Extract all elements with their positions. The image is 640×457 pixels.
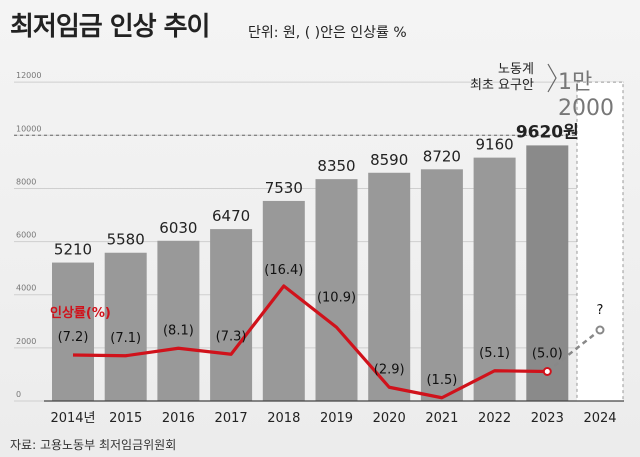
x-tick-label: 2024 xyxy=(583,411,616,426)
source-note: 자료: 고용노동부 최저임금위원회 xyxy=(10,438,177,452)
rate-label: (8.1) xyxy=(163,323,194,338)
rate-line xyxy=(72,284,548,400)
bar-value-label: 5580 xyxy=(107,231,145,249)
bar-value-label: 7530 xyxy=(265,179,303,197)
bar-value-label: 8720 xyxy=(423,147,461,165)
bar xyxy=(104,252,147,401)
bar-value-label: 6470 xyxy=(212,207,250,225)
bar-value-label: 9620원 xyxy=(516,122,579,142)
legend-rate: 인상률(%) xyxy=(50,306,111,321)
x-tick-label: 2021 xyxy=(425,411,458,426)
bar xyxy=(315,179,358,401)
x-tick-label: 2020 xyxy=(373,411,406,426)
bar xyxy=(157,240,200,401)
bar-value-label: 6030 xyxy=(159,219,197,237)
x-tick-label: 2022 xyxy=(478,411,511,426)
bar-value-label: 8590 xyxy=(370,151,408,169)
y-tick-label: 4000 xyxy=(16,284,36,293)
y-tick-label: 6000 xyxy=(16,231,36,240)
rate-projection-marker xyxy=(595,325,605,335)
demand-label: 노동계 최초 요구안 xyxy=(470,62,534,94)
bar xyxy=(262,200,305,401)
x-tick-label: 2016 xyxy=(162,411,195,426)
rate-label: (7.1) xyxy=(110,331,141,346)
rate-endpoint-marker xyxy=(542,367,552,376)
x-tick-label: 2019 xyxy=(320,411,353,426)
rate-label: (7.2) xyxy=(58,330,89,345)
x-tick-label: 2018 xyxy=(267,411,300,426)
demand-label-line1: 노동계 xyxy=(498,62,534,77)
chart-title: 최저임금 인상 추이 xyxy=(10,12,210,42)
y-tick-label: 0 xyxy=(16,390,21,399)
rate-label: (10.9) xyxy=(317,290,356,305)
y-tick-label: 12000 xyxy=(16,71,41,80)
x-tick-label: 2017 xyxy=(215,411,248,426)
bar-value-label: 8350 xyxy=(317,157,355,175)
demand-label-line2: 최초 요구안 xyxy=(470,78,534,93)
bar xyxy=(52,262,94,401)
bar-value-label: 9160 xyxy=(476,136,514,154)
y-tick-label: 2000 xyxy=(16,337,36,346)
y-tick-label: 10000 xyxy=(16,124,41,133)
x-tick-label: 2023 xyxy=(531,411,564,426)
rate-label: (5.1) xyxy=(479,346,510,361)
placeholder-bar-2024 xyxy=(576,81,624,402)
bar-value-label: 5210 xyxy=(54,241,92,259)
bar xyxy=(526,145,569,401)
bar xyxy=(368,172,411,401)
x-tick-label: 2014년 xyxy=(50,411,95,426)
rate-label: (1.5) xyxy=(426,373,457,388)
bar xyxy=(420,169,463,401)
demand-bracket xyxy=(547,63,557,93)
bar xyxy=(210,229,253,401)
rate-label: ? xyxy=(597,303,604,318)
unit-note: 단위: 원, ( )안은 인상률 % xyxy=(248,25,407,41)
x-tick-label: 2015 xyxy=(109,411,142,426)
bar xyxy=(473,157,516,401)
rate-projection-line xyxy=(546,329,601,373)
rate-label: (5.0) xyxy=(532,347,563,362)
y-tick-label: 8000 xyxy=(16,177,36,186)
rate-label: (7.3) xyxy=(216,329,247,344)
rate-label: (16.4) xyxy=(264,263,303,278)
demand-value: 1만2000 xyxy=(558,70,614,121)
rate-label: (2.9) xyxy=(374,362,405,377)
